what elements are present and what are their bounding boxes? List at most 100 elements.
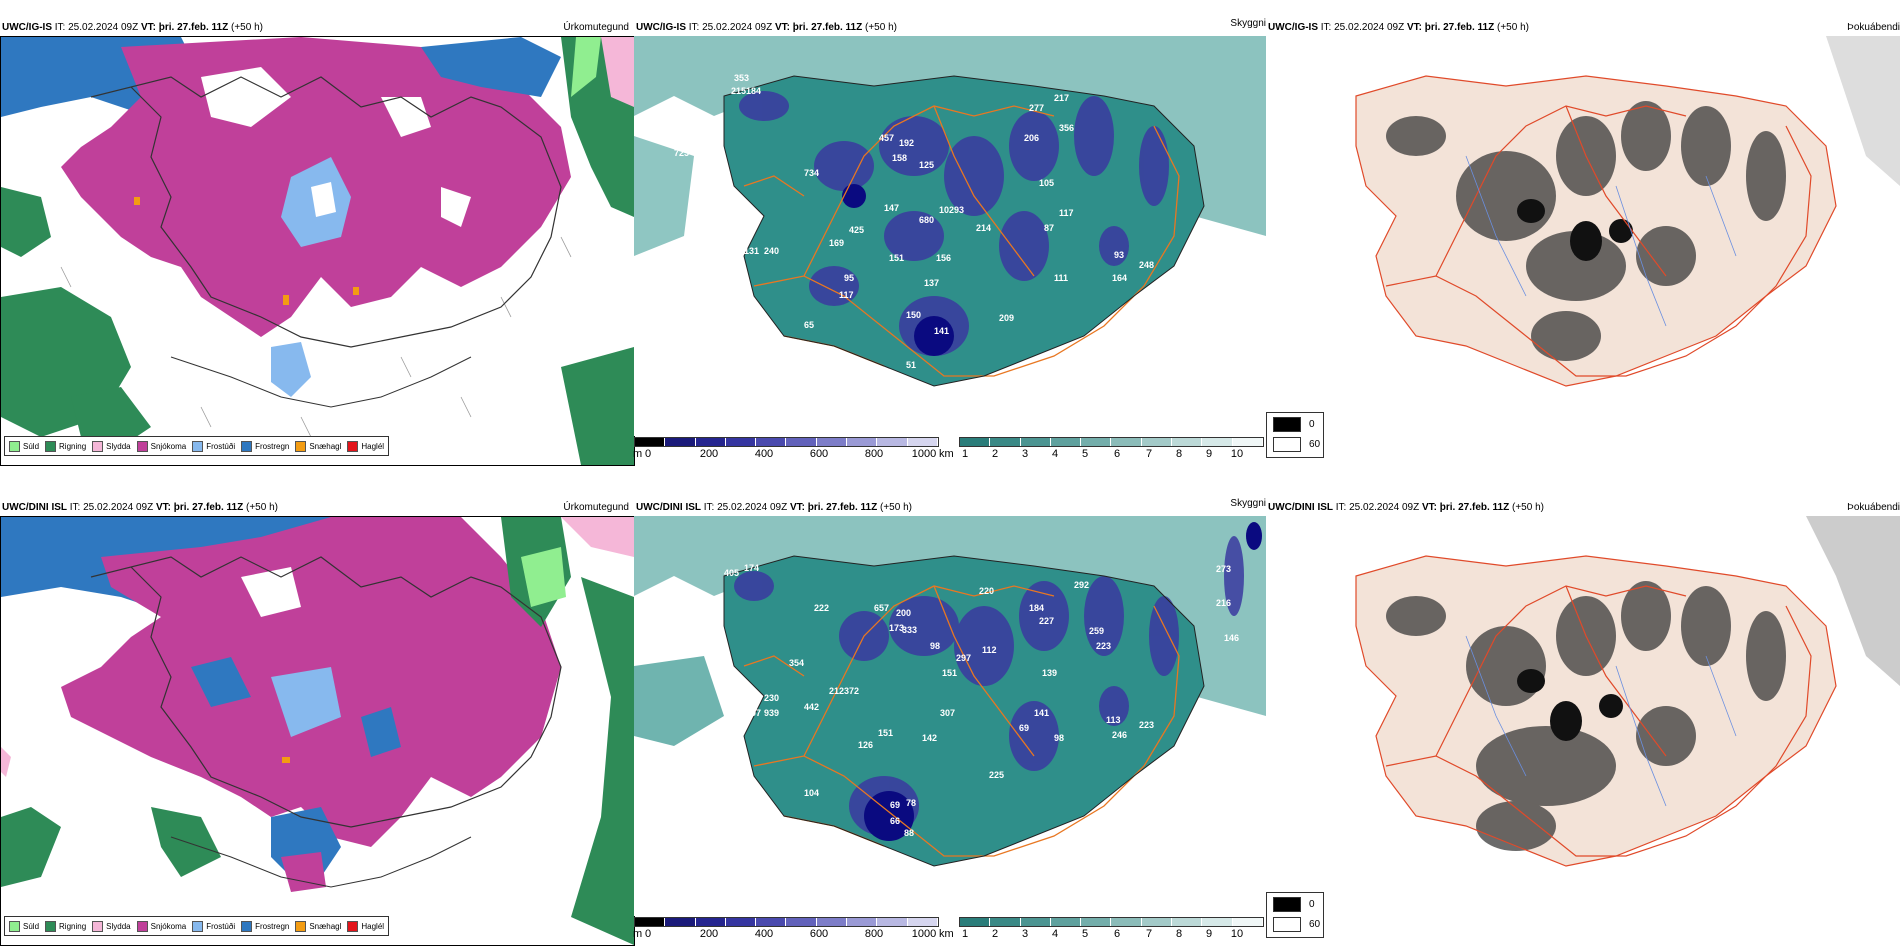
svg-text:734: 734 <box>804 168 819 178</box>
svg-text:248: 248 <box>1139 260 1154 270</box>
svg-text:457: 457 <box>879 133 894 143</box>
svg-text:273: 273 <box>1216 564 1231 574</box>
svg-text:146: 146 <box>1224 633 1239 643</box>
svg-text:356: 356 <box>1059 123 1074 133</box>
svg-text:169: 169 <box>829 238 844 248</box>
svg-text:223: 223 <box>1139 720 1154 730</box>
svg-text:151: 151 <box>942 668 957 678</box>
colorbar-ticks: km 1 2 3 4 5 6 7 8 9 10 <box>939 448 1244 460</box>
svg-text:142: 142 <box>922 733 937 743</box>
svg-text:147: 147 <box>884 203 899 213</box>
legend-swatch <box>192 920 204 932</box>
legend-swatch <box>92 440 104 452</box>
legend-item: Frostregn <box>241 440 289 452</box>
svg-text:131: 131 <box>744 246 759 256</box>
svg-text:217: 217 <box>1054 93 1069 103</box>
fog-legend-row: 0 <box>1273 417 1315 432</box>
svg-text:102: 102 <box>939 205 954 215</box>
cloud-panel-top: UWC/IG-IS IT: 25.02.2024 09Z VT: þri. 27… <box>633 14 1266 464</box>
svg-text:184: 184 <box>746 86 761 96</box>
colorbar-ticks: km 1 2 3 4 5 6 7 8 9 10 <box>939 928 1244 940</box>
svg-text:111: 111 <box>1054 273 1068 283</box>
legend-swatch <box>92 920 104 932</box>
svg-text:42: 42 <box>906 396 916 406</box>
fog-panel-top: UWC/IG-IS IT: 25.02.2024 09Z VT: þri. 27… <box>1266 14 1900 464</box>
fog-swatch <box>1273 917 1301 932</box>
fog-map <box>1266 516 1900 916</box>
svg-text:442: 442 <box>804 702 819 712</box>
legend-swatch <box>241 440 253 452</box>
svg-text:88: 88 <box>904 828 914 838</box>
colorbar-cells <box>634 917 939 927</box>
fog-swatch <box>1273 897 1301 912</box>
fog-map <box>1266 36 1900 436</box>
panel-header: UWC/DINI ISL IT: 25.02.2024 09Z VT: þri.… <box>636 502 912 513</box>
svg-text:104: 104 <box>804 788 819 798</box>
svg-text:174: 174 <box>744 563 759 573</box>
legend-swatch <box>192 440 204 452</box>
legend-swatch <box>295 920 307 932</box>
panel-header: UWC/DINI ISL IT: 25.02.2024 09Z VT: þri.… <box>1268 502 1544 513</box>
svg-text:69: 69 <box>1019 723 1029 733</box>
cloud-base-colorbar: m 0 200 400 600 800 1000 <box>633 437 939 463</box>
svg-text:125: 125 <box>919 160 934 170</box>
visibility-colorbar: km 1 2 3 4 5 6 7 8 9 10 <box>939 437 1264 463</box>
svg-text:66: 66 <box>890 816 900 826</box>
svg-text:69: 69 <box>890 800 900 810</box>
fog-legend: 0 60 <box>1266 412 1324 458</box>
fog-legend-row: 60 <box>1273 437 1320 452</box>
legend-swatch <box>136 440 148 452</box>
svg-text:173: 173 <box>889 623 904 633</box>
svg-text:397: 397 <box>746 708 761 718</box>
svg-text:939: 939 <box>764 708 779 718</box>
legend-item: Snjókoma <box>136 920 186 932</box>
colorbar-ticks: m 0 200 400 600 800 1000 <box>633 928 937 940</box>
svg-text:212: 212 <box>829 686 844 696</box>
svg-text:98: 98 <box>930 641 940 651</box>
panel-header: UWC/IG-IS IT: 25.02.2024 09Z VT: þri. 27… <box>1268 22 1529 33</box>
legend-swatch <box>295 440 307 452</box>
svg-text:93: 93 <box>1114 250 1124 260</box>
legend-swatch <box>347 920 359 932</box>
svg-text:87: 87 <box>1044 223 1054 233</box>
svg-text:246: 246 <box>1112 730 1127 740</box>
svg-text:220: 220 <box>979 586 994 596</box>
colorbar-cells <box>959 917 1264 927</box>
panel-title: Þokuábendi <box>1847 502 1900 513</box>
legend-item: Snæhagl <box>295 920 341 932</box>
cloud-map: 353 215 184 725 734 457 192 158 125 147 … <box>634 36 1266 436</box>
panel-title: Skyggni <box>1230 18 1266 29</box>
cloud-base-colorbar: m 0 200 400 600 800 1000 <box>633 917 939 943</box>
svg-text:230: 230 <box>764 693 779 703</box>
svg-text:151: 151 <box>878 728 893 738</box>
svg-text:98: 98 <box>1054 733 1064 743</box>
svg-text:150: 150 <box>906 310 921 320</box>
svg-text:307: 307 <box>940 708 955 718</box>
panel-title: Úrkomutegund <box>563 502 629 513</box>
svg-text:117: 117 <box>1059 208 1074 218</box>
legend-item: Slydda <box>92 920 131 932</box>
svg-text:405: 405 <box>724 568 739 578</box>
precip-type-map <box>0 516 635 946</box>
fog-panel-bottom: UWC/DINI ISL IT: 25.02.2024 09Z VT: þri.… <box>1266 494 1900 944</box>
legend-item: Slydda <box>92 440 131 452</box>
svg-text:117: 117 <box>839 290 854 300</box>
svg-text:141: 141 <box>934 326 949 336</box>
svg-text:78: 78 <box>906 798 916 808</box>
panel-title: Úrkomutegund <box>563 22 629 33</box>
legend-item: Frostregn <box>241 920 289 932</box>
panel-title: Skyggni <box>1230 498 1266 509</box>
fog-legend-row: 60 <box>1273 917 1320 932</box>
svg-text:680: 680 <box>919 215 934 225</box>
svg-text:113: 113 <box>1106 715 1121 725</box>
precip-legend: Súld Rigning Slydda Snjókoma Frostúði Fr… <box>4 436 390 456</box>
svg-text:425: 425 <box>849 225 864 235</box>
svg-text:137: 137 <box>924 278 939 288</box>
colorbar-ticks: m 0 200 400 600 800 1000 <box>633 448 937 460</box>
svg-text:58: 58 <box>664 253 674 263</box>
svg-text:292: 292 <box>1074 580 1089 590</box>
svg-text:277: 277 <box>1029 103 1044 113</box>
svg-text:145: 145 <box>724 246 739 256</box>
svg-text:206: 206 <box>1024 133 1039 143</box>
svg-text:297: 297 <box>956 653 971 663</box>
